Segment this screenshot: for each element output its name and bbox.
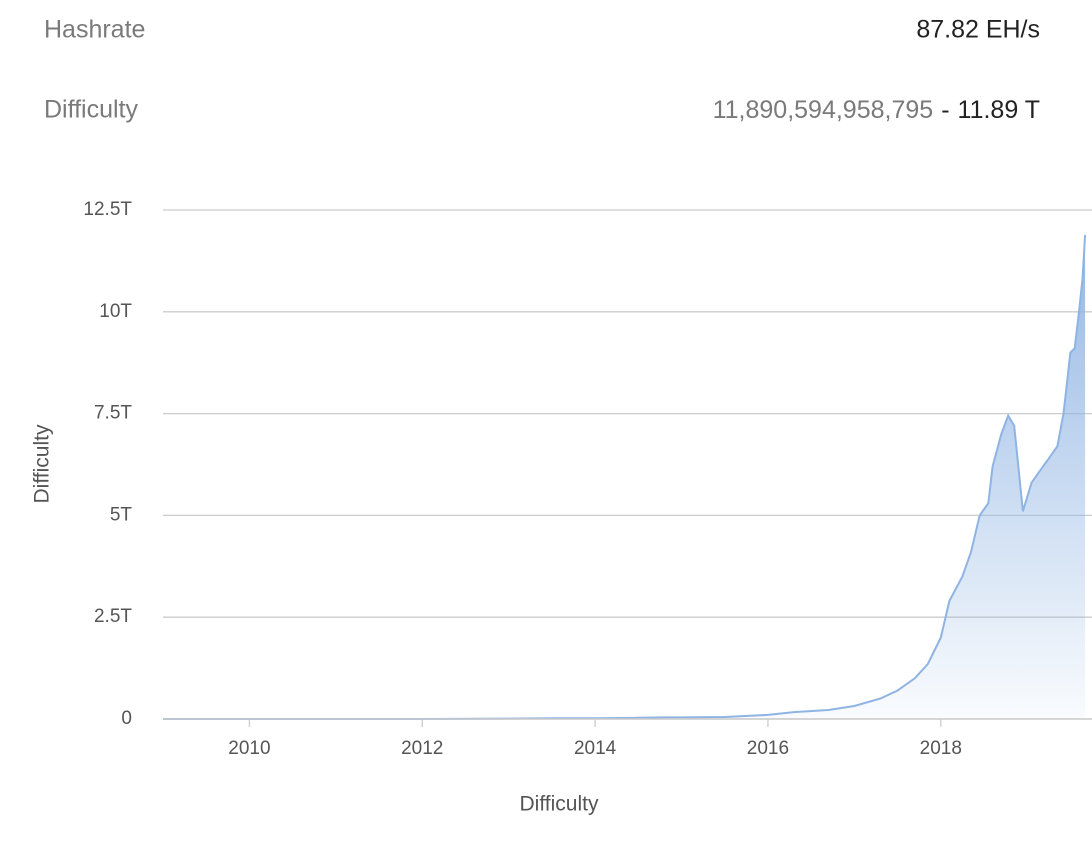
separator: - xyxy=(941,96,949,124)
difficulty-raw: 11,890,594,958,795 xyxy=(713,96,934,124)
area-fill xyxy=(163,234,1086,720)
y-tick-label: 0 xyxy=(121,708,132,729)
x-tick-label: 2012 xyxy=(401,738,443,759)
hashrate-value: 87.82 EH/s xyxy=(916,16,1040,44)
y-tick-label: 10T xyxy=(99,301,132,322)
hashrate-label: Hashrate xyxy=(44,16,145,44)
x-tick-label: 2018 xyxy=(920,738,962,759)
difficulty-short: 11.89 T xyxy=(958,96,1040,124)
y-tick-label: 12.5T xyxy=(83,199,132,220)
difficulty-label: Difficulty xyxy=(44,96,139,124)
y-tick-label: 7.5T xyxy=(94,403,132,424)
x-tick-label: 2016 xyxy=(747,738,789,759)
y-tick-label: 2.5T xyxy=(94,606,132,627)
difficulty-value: 11,890,594,958,795-11.89 T xyxy=(713,96,1040,124)
y-axis-title: Difficulty xyxy=(31,424,54,503)
area-line xyxy=(163,234,1087,720)
x-tick-label: 2010 xyxy=(228,738,270,759)
y-tick-label: 5T xyxy=(110,504,133,525)
x-tick-label: 2014 xyxy=(574,738,617,759)
x-axis-title: Difficulty xyxy=(520,793,599,816)
